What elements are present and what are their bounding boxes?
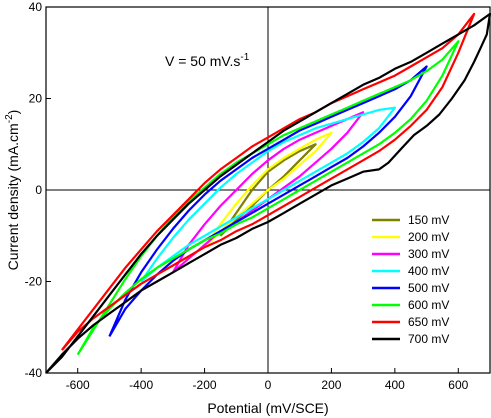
series-line-600-mV <box>76 40 460 356</box>
series-line-700-mV <box>45 12 491 374</box>
annotation-text: V = 50 mV.s <box>165 53 240 69</box>
series-line-200-mV <box>203 131 333 248</box>
series-line-150-mV <box>219 143 317 237</box>
y-axis-label-end: ) <box>5 110 21 115</box>
legend-label: 300 mV <box>408 247 449 261</box>
legend-label: 150 mV <box>408 213 449 227</box>
series-line-650-mV <box>61 12 476 351</box>
annotation-superscript: -1 <box>240 52 249 63</box>
scan-rate-annotation: V = 50 mV.s-1 <box>165 52 250 69</box>
x-tick-label: 600 <box>448 378 468 392</box>
legend-label: 600 mV <box>408 298 449 312</box>
x-axis-label: Potential (mV/SCE) <box>207 400 328 416</box>
y-tick-label: -40 <box>25 366 43 380</box>
legend-label: 700 mV <box>408 332 449 346</box>
y-tick-label: 0 <box>35 183 42 197</box>
x-tick-label: -600 <box>66 378 90 392</box>
y-axis-label: Current density (mA.cm-2) <box>4 110 21 271</box>
x-tick-label: -400 <box>129 378 153 392</box>
y-tick-label: 20 <box>29 92 43 106</box>
x-tick-label: 0 <box>265 378 272 392</box>
x-tick-label: 200 <box>321 378 341 392</box>
legend-label: 500 mV <box>408 281 449 295</box>
y-tick-label: -20 <box>25 275 43 289</box>
legend-label: 200 mV <box>408 230 449 244</box>
legend: 150 mV 200 mV 300 mV 400 mV 500 mV 600 mV 650 … <box>372 213 449 346</box>
y-axis-label-superscript: -2 <box>4 114 15 123</box>
series-line-500-mV <box>108 65 428 337</box>
legend-label: 650 mV <box>408 315 449 329</box>
y-axis-label-main: Current density (mA.cm <box>5 123 21 270</box>
y-tick-label: 40 <box>29 0 43 14</box>
x-tick-label: -200 <box>193 378 217 392</box>
x-tick-label: 400 <box>385 378 405 392</box>
series-layer <box>45 12 491 374</box>
legend-label: 400 mV <box>408 264 449 278</box>
series-line-400-mV <box>140 106 396 283</box>
